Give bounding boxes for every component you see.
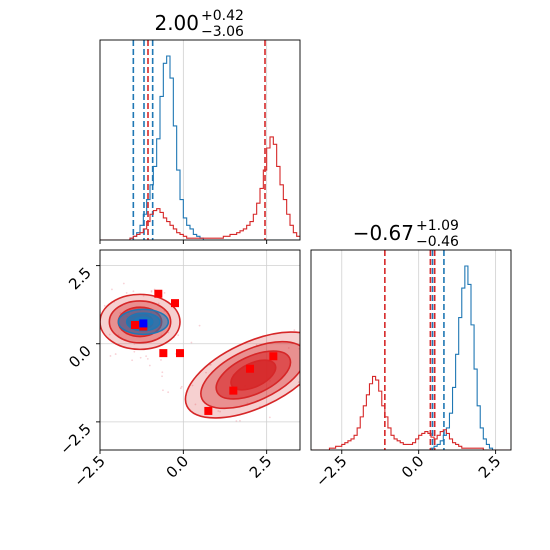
contour-1-level-3: [230, 359, 277, 391]
sample-dot: [139, 356, 142, 359]
sample-dot: [198, 324, 201, 327]
red-square-point: [154, 289, 163, 298]
sample-dot: [145, 355, 148, 358]
sample-dot: [146, 358, 149, 360]
sample-dot: [131, 359, 134, 362]
red-square-point: [176, 349, 184, 358]
sample-dot: [347, 367, 349, 369]
sample-dot: [179, 387, 182, 390]
sample-dot: [309, 350, 311, 352]
axes-frame-1: [99, 249, 301, 451]
red-square-point: [171, 299, 179, 308]
y-tick-label: 2.5: [65, 264, 95, 294]
sample-dot: [103, 304, 106, 307]
title-right-value: −0.67: [353, 221, 414, 245]
title-top-plus: +0.42: [201, 8, 244, 24]
histogram-2-marks: [311, 250, 511, 450]
y-tick-label: −2.5: [56, 420, 94, 458]
sample-dot: [358, 373, 360, 375]
sample-dot: [98, 298, 100, 300]
title-top-value: 2.00: [154, 11, 199, 35]
red-square-point: [159, 349, 168, 358]
x-tick-label: 2.5: [246, 452, 276, 482]
x-tick-label: −2.5: [70, 452, 108, 490]
sample-dot: [315, 360, 317, 362]
sample-dot: [114, 353, 117, 355]
red-square-point: [229, 386, 238, 395]
sample-dot: [93, 327, 95, 329]
y-tick-label: 0.0: [65, 342, 95, 372]
histogram-2-series-0-step: [311, 265, 511, 450]
axes-frame-0: [99, 39, 301, 241]
sample-dot: [148, 364, 151, 367]
sample-dot: [287, 347, 290, 349]
sample-dot: [326, 408, 328, 410]
sample-dot: [332, 403, 334, 405]
sample-dot: [321, 338, 323, 340]
sample-dot: [315, 364, 317, 366]
histogram-0-marks: [100, 40, 300, 240]
sample-dot: [191, 384, 194, 387]
sample-dot: [239, 419, 241, 422]
sample-dot: [163, 291, 166, 294]
sample-dot: [180, 385, 183, 388]
axes-frame-2: [310, 249, 512, 451]
x-tick-label: 0.0: [163, 452, 193, 482]
title-right-minus: −0.46: [416, 234, 459, 250]
sample-dot: [109, 355, 112, 357]
histogram-0-series-0-step: [100, 55, 300, 240]
sample-dot: [119, 312, 122, 314]
sample-dot: [293, 329, 296, 332]
x-tick-label: 2.5: [475, 452, 505, 482]
title-top-minus: −3.06: [201, 24, 244, 40]
sample-dot: [82, 310, 84, 312]
sample-dot: [217, 410, 220, 412]
sample-dot: [190, 341, 193, 344]
histogram-2-series-1-step: [311, 375, 511, 450]
sample-dot: [157, 302, 160, 305]
sample-dot: [167, 391, 170, 394]
red-square-point: [246, 364, 254, 373]
sample-dot: [268, 416, 271, 419]
red-square-point: [204, 406, 213, 415]
red-square-point: [131, 321, 139, 329]
sample-dot: [122, 282, 125, 285]
sample-dot: [194, 403, 197, 406]
histogram-0-series-1-step: [100, 136, 300, 240]
title-right-plus: +1.09: [416, 218, 459, 234]
sample-dot: [235, 420, 238, 422]
red-square-point: [269, 352, 278, 361]
sample-dot: [108, 333, 111, 336]
x-tick-label: −2.5: [312, 452, 350, 490]
sample-dot: [161, 375, 163, 378]
sample-dot: [329, 345, 331, 347]
sample-dot: [111, 288, 113, 291]
sample-dot: [329, 396, 331, 398]
sample-dot: [132, 290, 135, 293]
sample-dot: [150, 289, 153, 292]
scatter-contour-marks: [82, 282, 360, 422]
blue-square-point: [139, 319, 148, 328]
sample-dot: [133, 350, 136, 353]
sample-dot: [297, 381, 300, 384]
x-tick-label: 0.0: [398, 452, 428, 482]
sample-dot: [177, 334, 180, 337]
sample-dot: [161, 371, 164, 374]
sample-dot: [205, 371, 207, 374]
sample-dot: [125, 292, 128, 294]
sample-dot: [219, 410, 221, 413]
sample-dot: [323, 412, 325, 414]
sample-dot: [162, 389, 164, 392]
sample-dot: [160, 359, 162, 361]
